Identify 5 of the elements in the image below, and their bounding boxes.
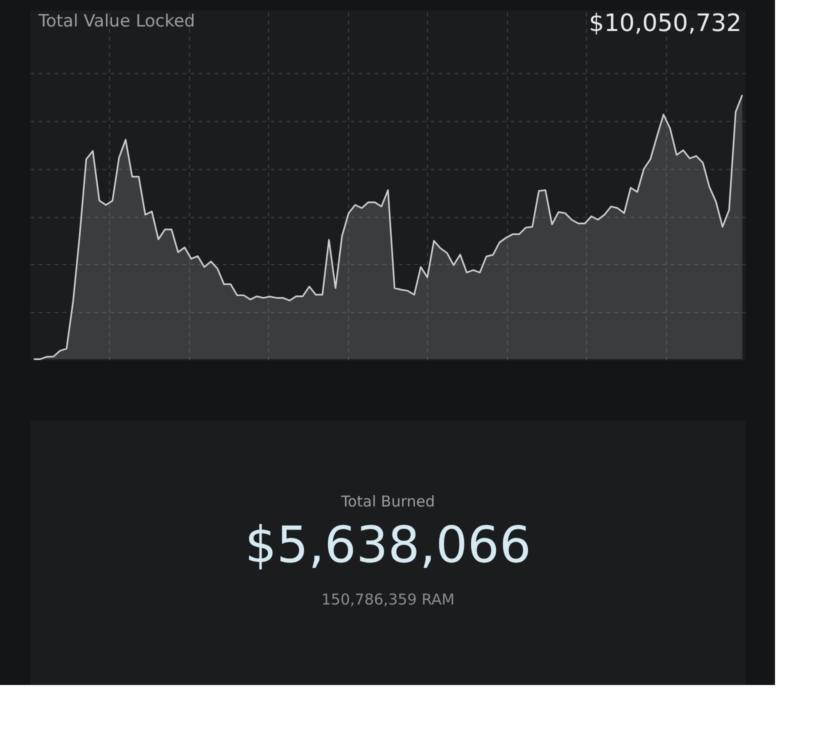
chart-title: Total Value Locked bbox=[38, 12, 196, 32]
text: $10,050,732 bbox=[588, 8, 742, 37]
text: Total Burned bbox=[340, 492, 435, 511]
text: $5,638,066 bbox=[244, 516, 532, 574]
text: 150,786,359 RAM bbox=[321, 590, 455, 609]
